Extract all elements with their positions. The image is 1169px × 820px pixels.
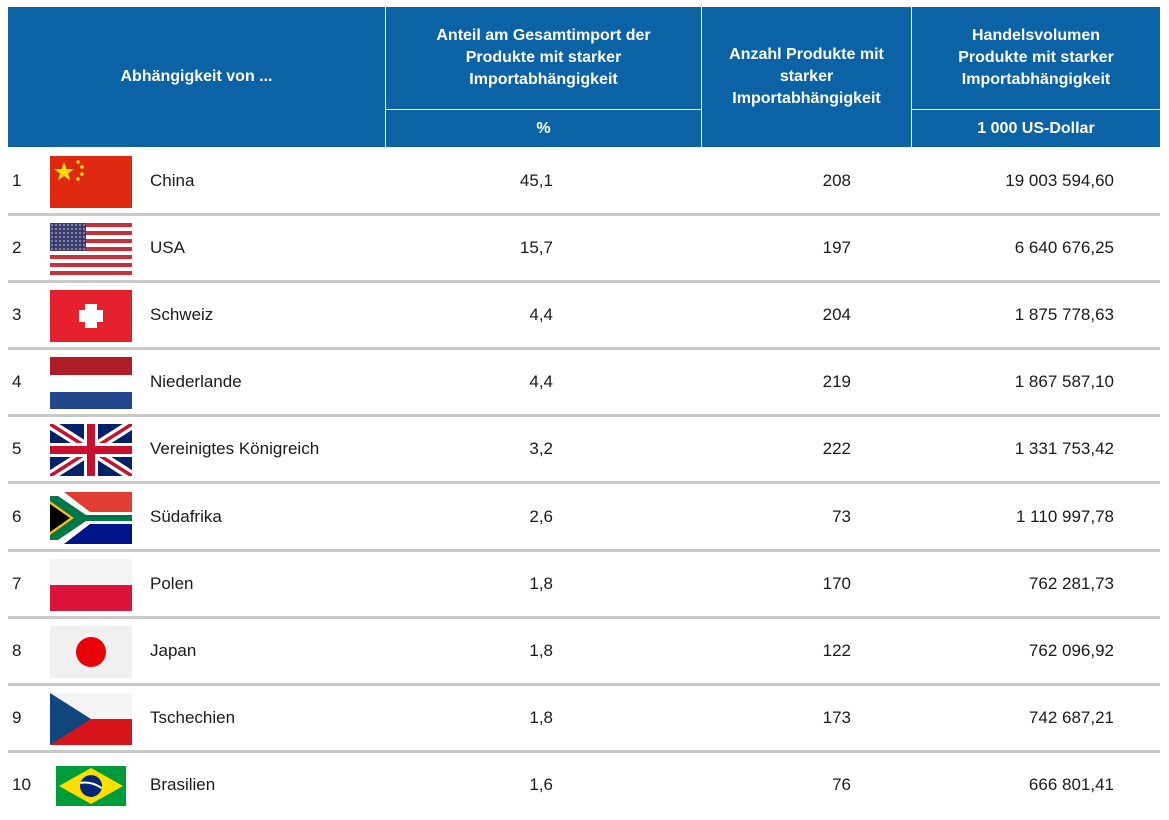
product-count: 219 xyxy=(822,372,851,392)
flag-icon xyxy=(50,625,132,678)
trade-volume: 1 110 997,78 xyxy=(1016,506,1114,526)
rank: 6 xyxy=(12,506,22,526)
trade-volume: 666 801,41 xyxy=(1028,774,1114,794)
trade-volume: 1 331 753,42 xyxy=(1014,439,1114,459)
table-row: 5 Vereinigtes Königreich 3,2 222 1 331 753,4… xyxy=(8,417,1160,485)
rank: 7 xyxy=(12,573,22,593)
country-name: Japan xyxy=(150,640,197,660)
table-row: 8 Japan 1,8 122 762 096,92 xyxy=(8,619,1160,686)
product-count: 208 xyxy=(822,171,851,190)
rank: 2 xyxy=(12,238,22,258)
import-share: 3,2 xyxy=(529,439,553,459)
product-count: 170 xyxy=(822,573,851,593)
country-name: Tschechien xyxy=(150,707,236,727)
rank: 9 xyxy=(12,707,22,727)
trade-volume: 742 687,21 xyxy=(1028,707,1114,727)
product-count: 122 xyxy=(822,640,851,660)
trade-volume: 6 640 676,25 xyxy=(1014,238,1114,258)
import-share: 4,4 xyxy=(529,305,553,325)
import-share: 45,1 xyxy=(519,171,553,190)
rank: 3 xyxy=(12,305,22,325)
trade-volume: 762 281,73 xyxy=(1028,573,1114,593)
trade-volume: 1 875 778,63 xyxy=(1014,305,1114,325)
table-row: 7 Polen 1,8 170 762 281,73 xyxy=(8,552,1160,619)
flag-icon xyxy=(50,558,132,611)
header-unit: % xyxy=(386,110,701,147)
import-share: 1,8 xyxy=(529,640,553,660)
product-count: 73 xyxy=(832,506,851,526)
trade-volume: 19 003 594,60 xyxy=(1005,171,1114,190)
product-count: 204 xyxy=(822,305,851,325)
product-count: 197 xyxy=(822,238,851,258)
flag-icon xyxy=(50,290,132,343)
table-row: 6 Südafrika 2,6 73 1 110 997,78 xyxy=(8,485,1160,552)
country-name: China xyxy=(150,171,195,190)
rank: 10 xyxy=(12,774,31,794)
flag-icon xyxy=(50,357,132,410)
table-row: 10 Brasilien 1,6 76 666 801,41 xyxy=(8,753,1160,820)
trade-volume: 1 867 587,10 xyxy=(1014,372,1114,392)
rank: 5 xyxy=(12,439,22,459)
flag-icon xyxy=(50,491,132,544)
import-share: 1,8 xyxy=(529,707,553,727)
product-count: 76 xyxy=(832,774,851,794)
import-share: 15,7 xyxy=(519,238,553,258)
rank: 4 xyxy=(12,372,22,392)
flag-icon xyxy=(50,692,132,745)
rank: 1 xyxy=(12,171,22,190)
product-count: 173 xyxy=(822,707,851,727)
import-share: 1,6 xyxy=(529,774,553,794)
trade-volume: 762 096,92 xyxy=(1028,640,1114,660)
header-cell: Handelsvolumen Produkte mit starker Impo… xyxy=(912,7,1160,109)
table-row: 9 Tschechien 1,8 173 742 687,21 xyxy=(8,686,1160,753)
import-share: 4,4 xyxy=(529,372,553,392)
table-row: 3 Schweiz 4,4 204 1 875 778,63 xyxy=(8,283,1160,351)
country-name: Vereinigtes Königreich xyxy=(150,439,320,459)
import-share: 2,6 xyxy=(529,506,553,526)
flag-icon xyxy=(50,424,132,477)
product-count: 222 xyxy=(822,439,851,459)
country-name: Schweiz xyxy=(150,305,214,325)
table-row: 4 Niederlande 4,4 219 1 867 587,10 xyxy=(8,350,1160,418)
flag-icon xyxy=(50,156,132,208)
header-cell: Anzahl Produkte mit starker Importabhäng… xyxy=(702,7,911,147)
country-name: Niederlande xyxy=(150,372,242,392)
flag-icon xyxy=(50,760,132,812)
country-name: Polen xyxy=(150,573,194,593)
header-cell: Abhängigkeit von ... xyxy=(8,7,385,147)
import-share: 1,8 xyxy=(529,573,553,593)
table-row: 1 China 45,1 208 19 003 594,60 xyxy=(8,149,1160,216)
header-cell: Anteil am Gesamtimport der Produkte mit … xyxy=(386,7,701,109)
country-name: USA xyxy=(150,238,185,258)
country-name: Brasilien xyxy=(150,774,216,794)
rank: 8 xyxy=(12,640,22,660)
header-unit: 1 000 US-Dollar xyxy=(912,110,1160,147)
flag-icon xyxy=(50,223,132,276)
table-row: 2 USA 15,7 197 6 640 676,25 xyxy=(8,216,1160,284)
country-name: Südafrika xyxy=(150,506,222,526)
